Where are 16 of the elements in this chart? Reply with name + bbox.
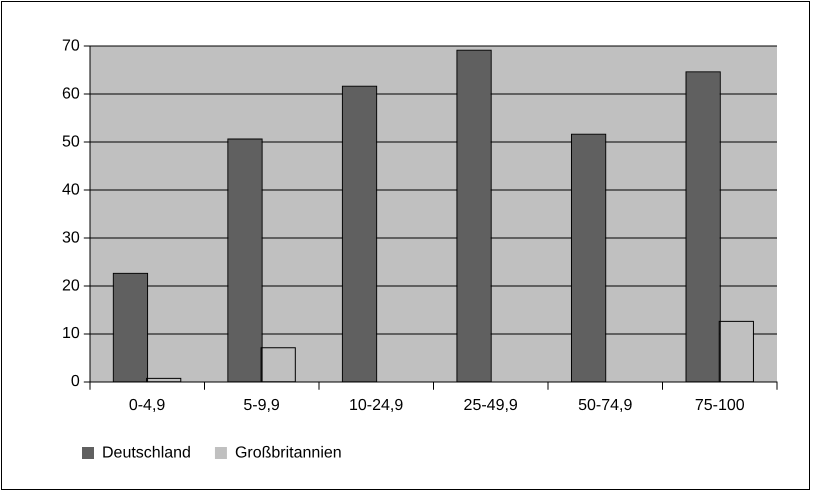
x-tick-label: 50-74,9 <box>578 396 632 414</box>
x-tick-label: 25-49,9 <box>464 396 518 414</box>
y-tick-label: 10 <box>62 325 80 342</box>
y-tick-label: 70 <box>62 37 80 54</box>
y-tick-label: 50 <box>62 133 80 150</box>
legend-label: Großbritannien <box>234 444 342 462</box>
y-tick-label: 0 <box>70 373 80 390</box>
y-tick-label: 20 <box>62 277 80 294</box>
x-tick-label: 5-9,9 <box>243 396 280 414</box>
x-tick-label: 10-24,9 <box>349 396 404 414</box>
y-tick-label: 30 <box>62 229 80 246</box>
legend-label: Deutschland <box>102 444 191 462</box>
y-tick-label: 60 <box>62 85 80 102</box>
y-tick-label: 40 <box>62 181 80 198</box>
x-tick-label: 0-4,9 <box>128 396 166 414</box>
x-tick-label: 75-100 <box>694 396 745 414</box>
